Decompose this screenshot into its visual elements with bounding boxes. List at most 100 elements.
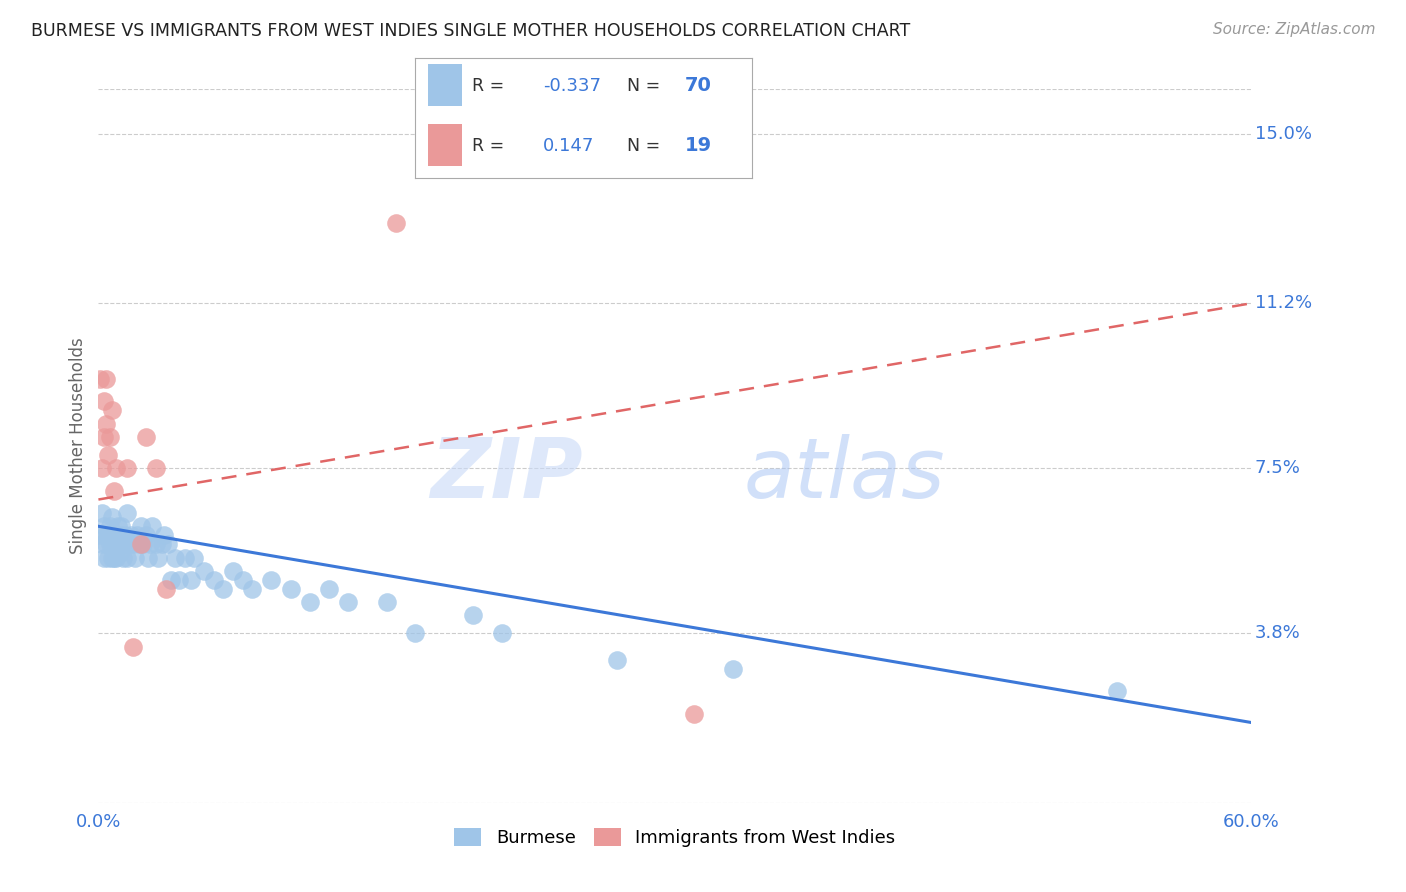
Point bbox=[101, 403, 124, 417]
Point bbox=[94, 417, 117, 431]
Point bbox=[91, 461, 114, 475]
Point bbox=[491, 626, 513, 640]
Point bbox=[135, 528, 157, 542]
Point bbox=[97, 528, 120, 542]
Point bbox=[463, 608, 485, 623]
Point bbox=[103, 550, 125, 565]
Point bbox=[146, 550, 169, 565]
Point bbox=[318, 582, 340, 596]
Point bbox=[337, 595, 360, 609]
Text: -0.337: -0.337 bbox=[543, 77, 600, 95]
Point bbox=[139, 537, 162, 551]
Text: 19: 19 bbox=[685, 136, 711, 155]
Text: BURMESE VS IMMIGRANTS FROM WEST INDIES SINGLE MOTHER HOUSEHOLDS CORRELATION CHAR: BURMESE VS IMMIGRANTS FROM WEST INDIES S… bbox=[31, 22, 910, 40]
Y-axis label: Single Mother Households: Single Mother Households bbox=[69, 338, 87, 554]
Point bbox=[120, 528, 142, 542]
Point bbox=[110, 519, 132, 533]
Point bbox=[125, 528, 148, 542]
Point bbox=[375, 595, 398, 609]
Text: 15.0%: 15.0% bbox=[1254, 125, 1312, 143]
Point bbox=[183, 550, 205, 565]
Point bbox=[129, 537, 152, 551]
Point bbox=[108, 546, 131, 560]
Point bbox=[110, 537, 132, 551]
Point bbox=[98, 430, 121, 444]
Point bbox=[385, 216, 408, 230]
Point bbox=[160, 573, 183, 587]
Text: 7.5%: 7.5% bbox=[1254, 459, 1301, 477]
Point bbox=[145, 537, 167, 551]
Point bbox=[129, 519, 152, 533]
Point bbox=[260, 573, 283, 587]
Point bbox=[122, 640, 145, 654]
Point bbox=[89, 528, 111, 542]
Point bbox=[405, 626, 427, 640]
Point bbox=[104, 550, 127, 565]
Point bbox=[180, 573, 202, 587]
Point bbox=[721, 662, 744, 676]
Point bbox=[150, 537, 173, 551]
Point bbox=[240, 582, 263, 596]
Point bbox=[145, 461, 167, 475]
Point bbox=[156, 537, 179, 551]
Text: N =: N = bbox=[627, 77, 661, 95]
Legend: Burmese, Immigrants from West Indies: Burmese, Immigrants from West Indies bbox=[454, 828, 896, 847]
Point bbox=[104, 537, 127, 551]
Point bbox=[89, 372, 111, 386]
Point bbox=[117, 550, 139, 565]
Point bbox=[152, 528, 174, 542]
Point bbox=[107, 537, 129, 551]
Text: atlas: atlas bbox=[744, 434, 946, 515]
Text: 70: 70 bbox=[685, 76, 711, 95]
Point bbox=[94, 528, 117, 542]
Text: ZIP: ZIP bbox=[430, 434, 582, 515]
Point bbox=[104, 461, 127, 475]
Point bbox=[141, 519, 163, 533]
Point bbox=[112, 537, 135, 551]
Point bbox=[167, 573, 190, 587]
Point bbox=[101, 550, 124, 565]
Point bbox=[91, 537, 114, 551]
Point bbox=[103, 528, 125, 542]
Text: R =: R = bbox=[472, 136, 505, 155]
Point bbox=[165, 550, 187, 565]
Bar bbox=[429, 124, 463, 166]
Point bbox=[298, 595, 321, 609]
Point bbox=[93, 394, 115, 409]
Point bbox=[98, 519, 121, 533]
Point bbox=[118, 537, 141, 551]
Point bbox=[222, 564, 245, 578]
Point bbox=[101, 510, 124, 524]
Point bbox=[97, 448, 120, 462]
Point bbox=[94, 372, 117, 386]
Point bbox=[93, 430, 115, 444]
Point bbox=[135, 430, 157, 444]
Point bbox=[93, 550, 115, 565]
Text: N =: N = bbox=[627, 136, 661, 155]
Point bbox=[280, 582, 302, 596]
Point bbox=[193, 564, 215, 578]
Point bbox=[91, 506, 114, 520]
Point bbox=[155, 582, 177, 596]
Point bbox=[108, 528, 131, 542]
Point bbox=[1105, 684, 1128, 698]
Point bbox=[124, 550, 146, 565]
Point bbox=[231, 573, 254, 587]
Point bbox=[97, 550, 120, 565]
Point bbox=[131, 537, 153, 551]
Point bbox=[606, 653, 628, 667]
Point bbox=[117, 506, 139, 520]
Point bbox=[93, 519, 115, 533]
Point bbox=[174, 550, 197, 565]
Text: R =: R = bbox=[472, 77, 505, 95]
Point bbox=[107, 519, 129, 533]
Text: 0.147: 0.147 bbox=[543, 136, 595, 155]
Point bbox=[212, 582, 235, 596]
Point bbox=[94, 537, 117, 551]
Bar bbox=[429, 64, 463, 106]
Point bbox=[117, 461, 139, 475]
Point bbox=[101, 537, 124, 551]
Point bbox=[138, 550, 160, 565]
Text: Source: ZipAtlas.com: Source: ZipAtlas.com bbox=[1212, 22, 1375, 37]
Point bbox=[112, 550, 135, 565]
